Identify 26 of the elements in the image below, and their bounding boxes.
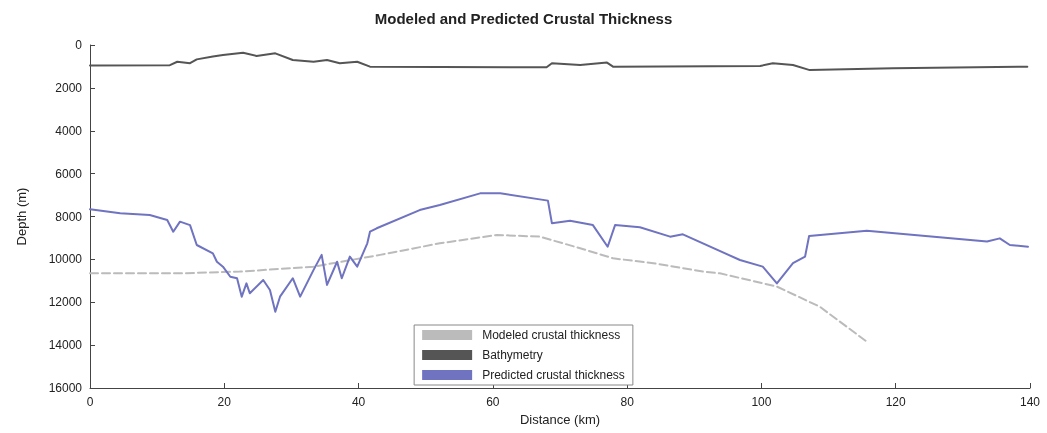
x-tick-label: 140 bbox=[1019, 395, 1041, 409]
y-tick-label: 2000 bbox=[55, 80, 83, 95]
line-series bbox=[89, 192, 1029, 313]
y-tick-label: 0 bbox=[75, 38, 83, 52]
y-tick-label: 16000 bbox=[48, 381, 83, 395]
legend-label: Predicted crustal thickness bbox=[482, 368, 625, 382]
x-tick-label: 80 bbox=[620, 395, 635, 409]
line-series bbox=[89, 51, 1029, 72]
y-tick-label: 8000 bbox=[55, 209, 83, 224]
x-axis-title: Distance (km) bbox=[519, 411, 601, 427]
legend-label: Modeled crustal thickness bbox=[482, 328, 621, 342]
x-tick-label: 0 bbox=[86, 395, 94, 409]
y-tick-label: 4000 bbox=[55, 123, 83, 138]
y-tick-label: 6000 bbox=[55, 166, 83, 181]
x-tick-label: 100 bbox=[751, 395, 772, 409]
x-tick-label: 60 bbox=[486, 395, 500, 409]
y-tick-label: 10000 bbox=[48, 252, 83, 267]
x-tick-label: 20 bbox=[217, 395, 232, 409]
y-axis-title: Depth (m) bbox=[14, 187, 29, 246]
chart-title: Modeled and Predicted Crustal Thickness bbox=[374, 10, 673, 27]
legend-label: Bathymetry bbox=[482, 348, 543, 362]
x-tick-label: 40 bbox=[351, 395, 366, 409]
x-tick-label: 120 bbox=[885, 395, 907, 409]
y-tick-label: 14000 bbox=[48, 338, 83, 353]
y-tick-label: 12000 bbox=[48, 295, 83, 310]
line-series bbox=[89, 233, 868, 343]
